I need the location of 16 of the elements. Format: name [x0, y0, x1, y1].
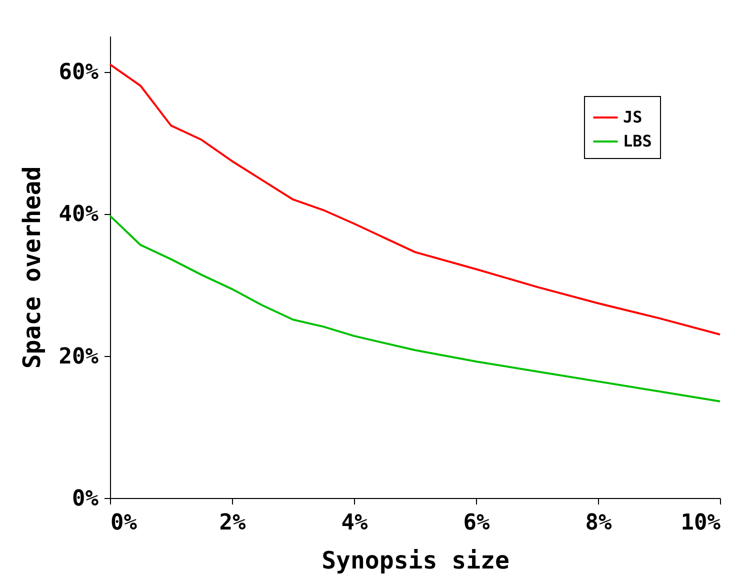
y-axis-title: Space overhead: [18, 166, 46, 369]
x-tick-label: 6%: [463, 510, 490, 536]
x-tick-label: 8%: [585, 510, 612, 536]
y-tick-label: 0%: [72, 486, 100, 512]
line-series: [109, 63, 721, 336]
x-tick-label: 2%: [219, 510, 246, 536]
x-tick-label: 10%: [680, 510, 722, 536]
legend-label: JS: [623, 108, 642, 126]
x-axis-title: Synopsis size: [322, 546, 510, 574]
y-tick-label: 60%: [58, 60, 100, 86]
y-tick-label: 40%: [58, 202, 100, 228]
line-series: [109, 214, 721, 402]
x-tick-label: 0%: [110, 510, 138, 536]
x-tick-label: 4%: [341, 510, 368, 536]
legend-label: LBS: [623, 132, 652, 150]
y-tick-label: 20%: [58, 344, 100, 370]
